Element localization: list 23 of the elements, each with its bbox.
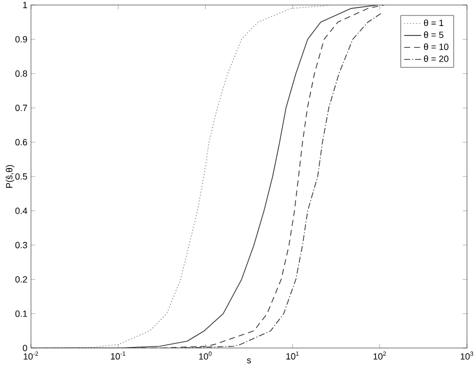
y-tick-label: 0.7: [15, 104, 28, 112]
x-tick-label: 10$^{1}$: [286, 352, 299, 360]
y-tick-label: 1: [23, 2, 28, 8]
y-tick-label: 0.4: [15, 208, 28, 214]
x-tick-label: 10$^{2}$: [374, 352, 386, 360]
x-tick-label: 10$^{0}$: [199, 352, 212, 360]
legend-label: θ = 10: [424, 43, 448, 50]
y-axis-title: P(ŝ,θ): [6, 165, 14, 188]
y-tick-label: 0.6: [15, 139, 28, 146]
y-tick-label: 0.2: [15, 276, 28, 283]
legend-label: θ = 20: [424, 55, 448, 62]
y-tick-label: 0.9: [15, 36, 28, 42]
x-axis-title: s: [247, 358, 251, 364]
y-tick-label: 0.1: [15, 310, 28, 317]
legend-label: θ = 1: [424, 19, 444, 26]
x-tick-label: 10$^{-1}$: [110, 352, 126, 360]
y-tick-label: 0.8: [15, 70, 28, 77]
y-tick-label: 0.3: [15, 242, 28, 248]
legend-label: θ = 5: [424, 31, 444, 38]
x-tick-label: 10$^{-2}$: [24, 352, 38, 360]
x-tick-label: 10$^{3}$: [460, 352, 474, 360]
y-tick-label: 0: [22, 344, 28, 352]
y-tick-label: 0.5: [15, 173, 28, 180]
